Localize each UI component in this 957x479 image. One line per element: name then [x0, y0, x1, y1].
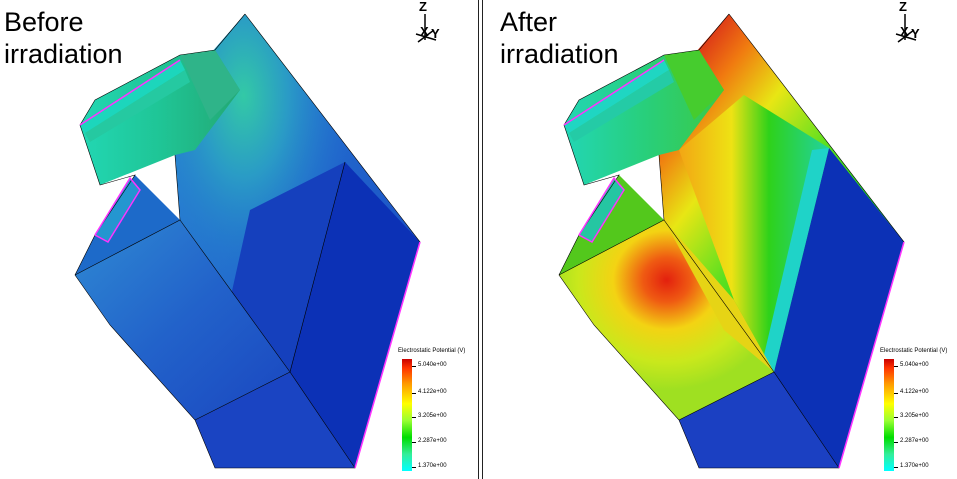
- legend-tick: 1.370e+00: [894, 463, 929, 469]
- color-legend: Electrostatic Potential (V) 5.040e+00 4.…: [880, 348, 956, 473]
- legend-tick: 2.287e+00: [894, 438, 929, 444]
- legend-title: Electrostatic Potential (V): [398, 348, 466, 354]
- after-3d-model: [558, 13, 905, 469]
- legend-tick: 4.122e+00: [894, 389, 929, 395]
- axis-z-label: Z: [419, 0, 427, 14]
- axes-icon: [415, 14, 437, 43]
- panel-title: Before irradiation: [4, 7, 123, 69]
- after-irradiation-panel: After irradiation Z X Y Electrostatic Po…: [484, 0, 957, 479]
- before-irradiation-panel: Before irradiation Z X Y Electrostatic P…: [0, 0, 476, 479]
- axes-icon: [895, 14, 917, 43]
- legend-colorbar: [402, 359, 412, 471]
- legend-tick: 3.205e+00: [894, 413, 929, 419]
- panel-divider: [478, 0, 479, 479]
- axis-y-label: Y: [911, 26, 920, 41]
- legend-tick: 5.040e+00: [412, 362, 447, 368]
- axis-x-label: X: [420, 24, 429, 39]
- color-legend: Electrostatic Potential (V) 5.040e+00 4.…: [398, 348, 474, 473]
- panel-title: After irradiation: [500, 7, 619, 69]
- axis-y-label: Y: [431, 26, 440, 41]
- legend-tick: 5.040e+00: [894, 362, 929, 368]
- legend-tick: 4.122e+00: [412, 389, 447, 395]
- legend-title: Electrostatic Potential (V): [880, 348, 948, 354]
- legend-tick: 1.370e+00: [412, 463, 447, 469]
- legend-tick: 2.287e+00: [412, 438, 447, 444]
- legend-tick: 3.205e+00: [412, 413, 447, 419]
- before-3d-model: [74, 13, 421, 469]
- orientation-axes: Z X Y: [888, 0, 922, 52]
- axis-x-label: X: [900, 24, 909, 39]
- axis-z-label: Z: [899, 0, 907, 14]
- legend-colorbar: [884, 359, 894, 471]
- panel-divider: [482, 0, 483, 479]
- orientation-axes: Z X Y: [408, 0, 442, 52]
